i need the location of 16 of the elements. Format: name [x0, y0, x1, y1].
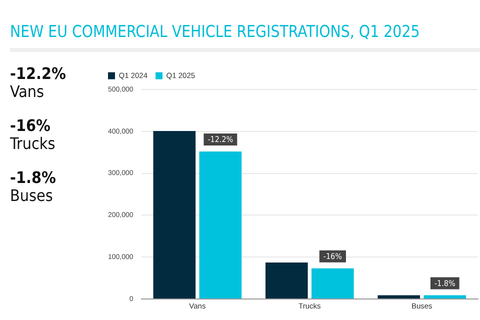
- bar: [424, 295, 466, 298]
- bar: [378, 295, 420, 298]
- text: -12.2%: [10, 64, 67, 83]
- annotation: -1.8%: [434, 278, 456, 288]
- bar: [153, 130, 196, 298]
- text: Vans: [10, 82, 46, 101]
- annotation: -12.2%: [208, 135, 234, 144]
- text: -16%: [10, 116, 52, 135]
- text: Buses: [10, 186, 54, 205]
- bar: [199, 152, 242, 298]
- chart-title: NEW EU COMMERCIAL VEHICLE REGISTRATIONS, Q1 2025: [10, 22, 420, 41]
- text: -1.8%: [10, 168, 57, 187]
- bar: [311, 268, 354, 298]
- bar: [265, 262, 308, 298]
- annotation: -16%: [323, 252, 342, 261]
- text: Trucks: [10, 134, 56, 153]
